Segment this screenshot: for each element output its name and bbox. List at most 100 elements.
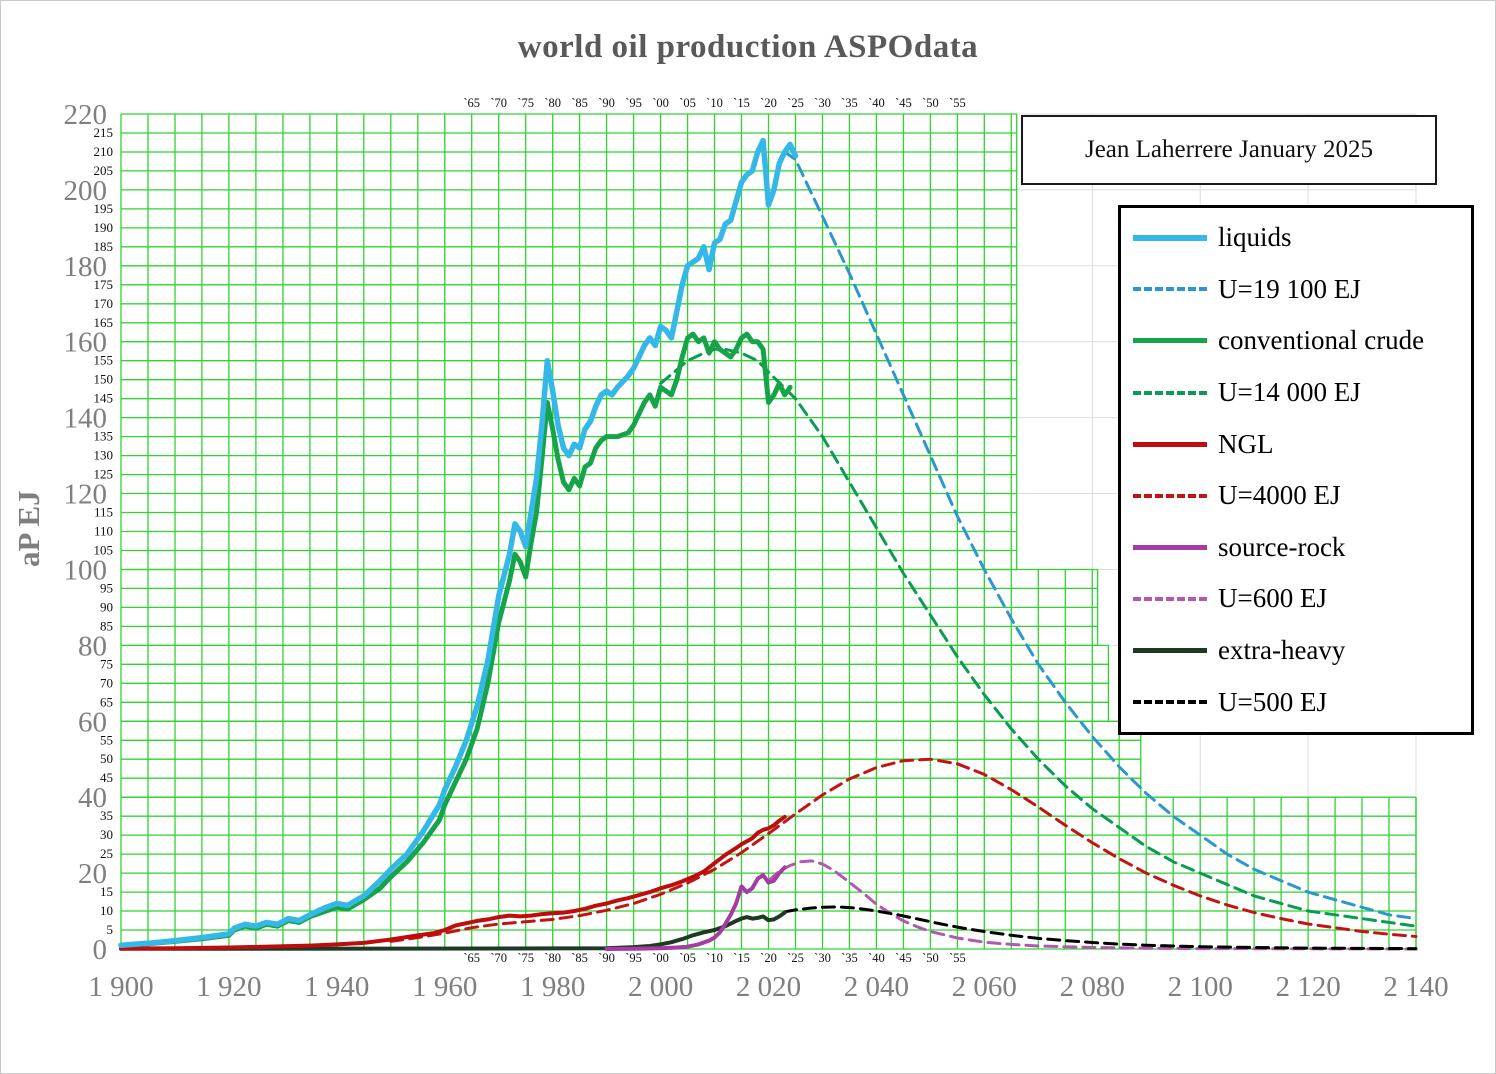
y-minor-tick: 10 — [100, 903, 113, 918]
y-minor-tick: 35 — [100, 808, 113, 823]
x-major-tick: 2 120 — [1275, 971, 1340, 1003]
secondary-tick-bottom: `25 — [787, 951, 804, 965]
y-minor-tick: 95 — [100, 580, 113, 595]
legend-label-u4000: U=4000 EJ — [1218, 480, 1341, 511]
page-title: world oil production ASPOdata — [517, 29, 979, 65]
secondary-tick-top: `10 — [706, 96, 723, 110]
legend-line-liquids — [1133, 235, 1207, 241]
y-minor-tick: 90 — [100, 599, 113, 614]
secondary-tick-bottom: `35 — [841, 951, 858, 965]
secondary-tick-bottom: `95 — [625, 951, 642, 965]
legend-line-extra-heavy — [1133, 648, 1207, 654]
y-major-tick: 60 — [78, 706, 107, 738]
y-major-tick: 80 — [78, 630, 107, 662]
secondary-tick-top: `95 — [625, 96, 642, 110]
series-conventional-crude — [118, 331, 793, 948]
secondary-tick-top: `45 — [895, 96, 912, 110]
y-minor-tick: 175 — [94, 277, 114, 292]
y-major-tick: 160 — [64, 327, 108, 359]
legend-item-u14000: U=14 000 EJ — [1121, 377, 1471, 408]
y-minor-tick: 110 — [94, 524, 113, 539]
y-minor-tick: 85 — [100, 618, 113, 633]
y-minor-tick: 170 — [94, 296, 114, 311]
secondary-tick-top: `05 — [679, 96, 696, 110]
y-minor-tick: 115 — [94, 505, 113, 520]
x-major-tick: 2 000 — [628, 971, 693, 1003]
secondary-tick-bottom: `50 — [922, 951, 939, 965]
y-minor-tick: 185 — [94, 239, 114, 254]
x-major-tick: 1 920 — [196, 971, 261, 1003]
y-minor-tick: 65 — [100, 694, 113, 709]
y-minor-tick: 50 — [100, 751, 113, 766]
secondary-tick-bottom: `70 — [490, 951, 507, 965]
legend-label-extra-heavy: extra-heavy — [1218, 635, 1346, 666]
y-major-tick: 200 — [64, 175, 108, 207]
x-major-tick: 2 100 — [1168, 971, 1233, 1003]
legend-line-u14000 — [1133, 390, 1207, 395]
y-minor-tick: 135 — [94, 429, 114, 444]
secondary-tick-bottom: `20 — [760, 951, 777, 965]
y-major-tick: 0 — [93, 934, 108, 966]
legend-item-source-rock: source-rock — [1121, 532, 1471, 563]
y-minor-tick: 55 — [100, 732, 113, 747]
secondary-tick-bottom: `00 — [652, 951, 669, 965]
series-u600 — [767, 859, 1418, 951]
secondary-tick-top: `25 — [787, 96, 804, 110]
legend-item-ngl: NGL — [1121, 429, 1471, 460]
y-minor-tick: 195 — [94, 201, 114, 216]
secondary-tick-top: `35 — [841, 96, 858, 110]
y-major-tick: 180 — [64, 251, 108, 283]
legend-item-liquids: liquids — [1121, 222, 1471, 253]
x-major-tick: 2 140 — [1383, 971, 1448, 1003]
secondary-tick-top: `65 — [463, 96, 480, 110]
y-minor-tick: 75 — [100, 656, 113, 671]
y-major-tick: 140 — [64, 403, 108, 435]
y-major-tick: 20 — [78, 858, 107, 890]
legend-line-ngl — [1133, 441, 1207, 447]
legend-item-u500: U=500 EJ — [1121, 687, 1471, 718]
secondary-tick-top: `50 — [922, 96, 939, 110]
y-axis-title: aP EJ — [11, 490, 46, 568]
x-major-tick: 2 040 — [844, 971, 909, 1003]
y-minor-tick: 125 — [94, 467, 114, 482]
secondary-tick-top: `55 — [949, 96, 966, 110]
y-minor-tick: 30 — [100, 827, 113, 842]
series-u500 — [783, 905, 1418, 951]
x-major-tick: 1 940 — [304, 971, 369, 1003]
y-minor-tick: 45 — [100, 770, 113, 785]
secondary-tick-top: `70 — [490, 96, 507, 110]
legend-label-conventional-crude: conventional crude — [1218, 325, 1425, 356]
y-minor-tick: 150 — [94, 372, 114, 387]
author-annotation-box: Jean Laherrere January 2025 — [1021, 115, 1437, 185]
legend-item-extra-heavy: extra-heavy — [1121, 635, 1471, 666]
legend-line-u500 — [1133, 700, 1207, 705]
secondary-tick-bottom: `15 — [733, 951, 750, 965]
y-minor-tick: 15 — [100, 884, 113, 899]
x-major-tick: 2 020 — [736, 971, 801, 1003]
secondary-tick-top: `30 — [814, 96, 831, 110]
y-minor-tick: 190 — [94, 220, 114, 235]
legend-line-u600 — [1133, 596, 1207, 601]
y-major-tick: 100 — [64, 555, 108, 587]
legend-item-u19100: U=19 100 EJ — [1121, 274, 1471, 305]
secondary-tick-top: `75 — [517, 96, 534, 110]
secondary-tick-bottom: `05 — [679, 951, 696, 965]
y-major-tick: 220 — [64, 99, 108, 131]
y-minor-tick: 5 — [107, 922, 114, 937]
legend-label-ngl: NGL — [1218, 428, 1274, 459]
x-major-tick: 1 900 — [88, 971, 153, 1003]
y-minor-tick: 105 — [94, 543, 114, 558]
secondary-tick-top: `85 — [571, 96, 588, 110]
y-minor-tick: 210 — [94, 144, 114, 159]
secondary-tick-bottom: `45 — [895, 951, 912, 965]
y-minor-tick: 130 — [94, 448, 114, 463]
legend-label-liquids: liquids — [1218, 222, 1292, 253]
secondary-tick-bottom: `75 — [517, 951, 534, 965]
legend-line-source-rock — [1133, 544, 1207, 550]
legend-item-u600: U=600 EJ — [1121, 583, 1471, 614]
x-major-tick: 2 080 — [1060, 971, 1125, 1003]
legend-item-conventional-crude: conventional crude — [1121, 325, 1471, 356]
secondary-tick-top: `90 — [598, 96, 615, 110]
x-major-tick: 2 060 — [952, 971, 1017, 1003]
